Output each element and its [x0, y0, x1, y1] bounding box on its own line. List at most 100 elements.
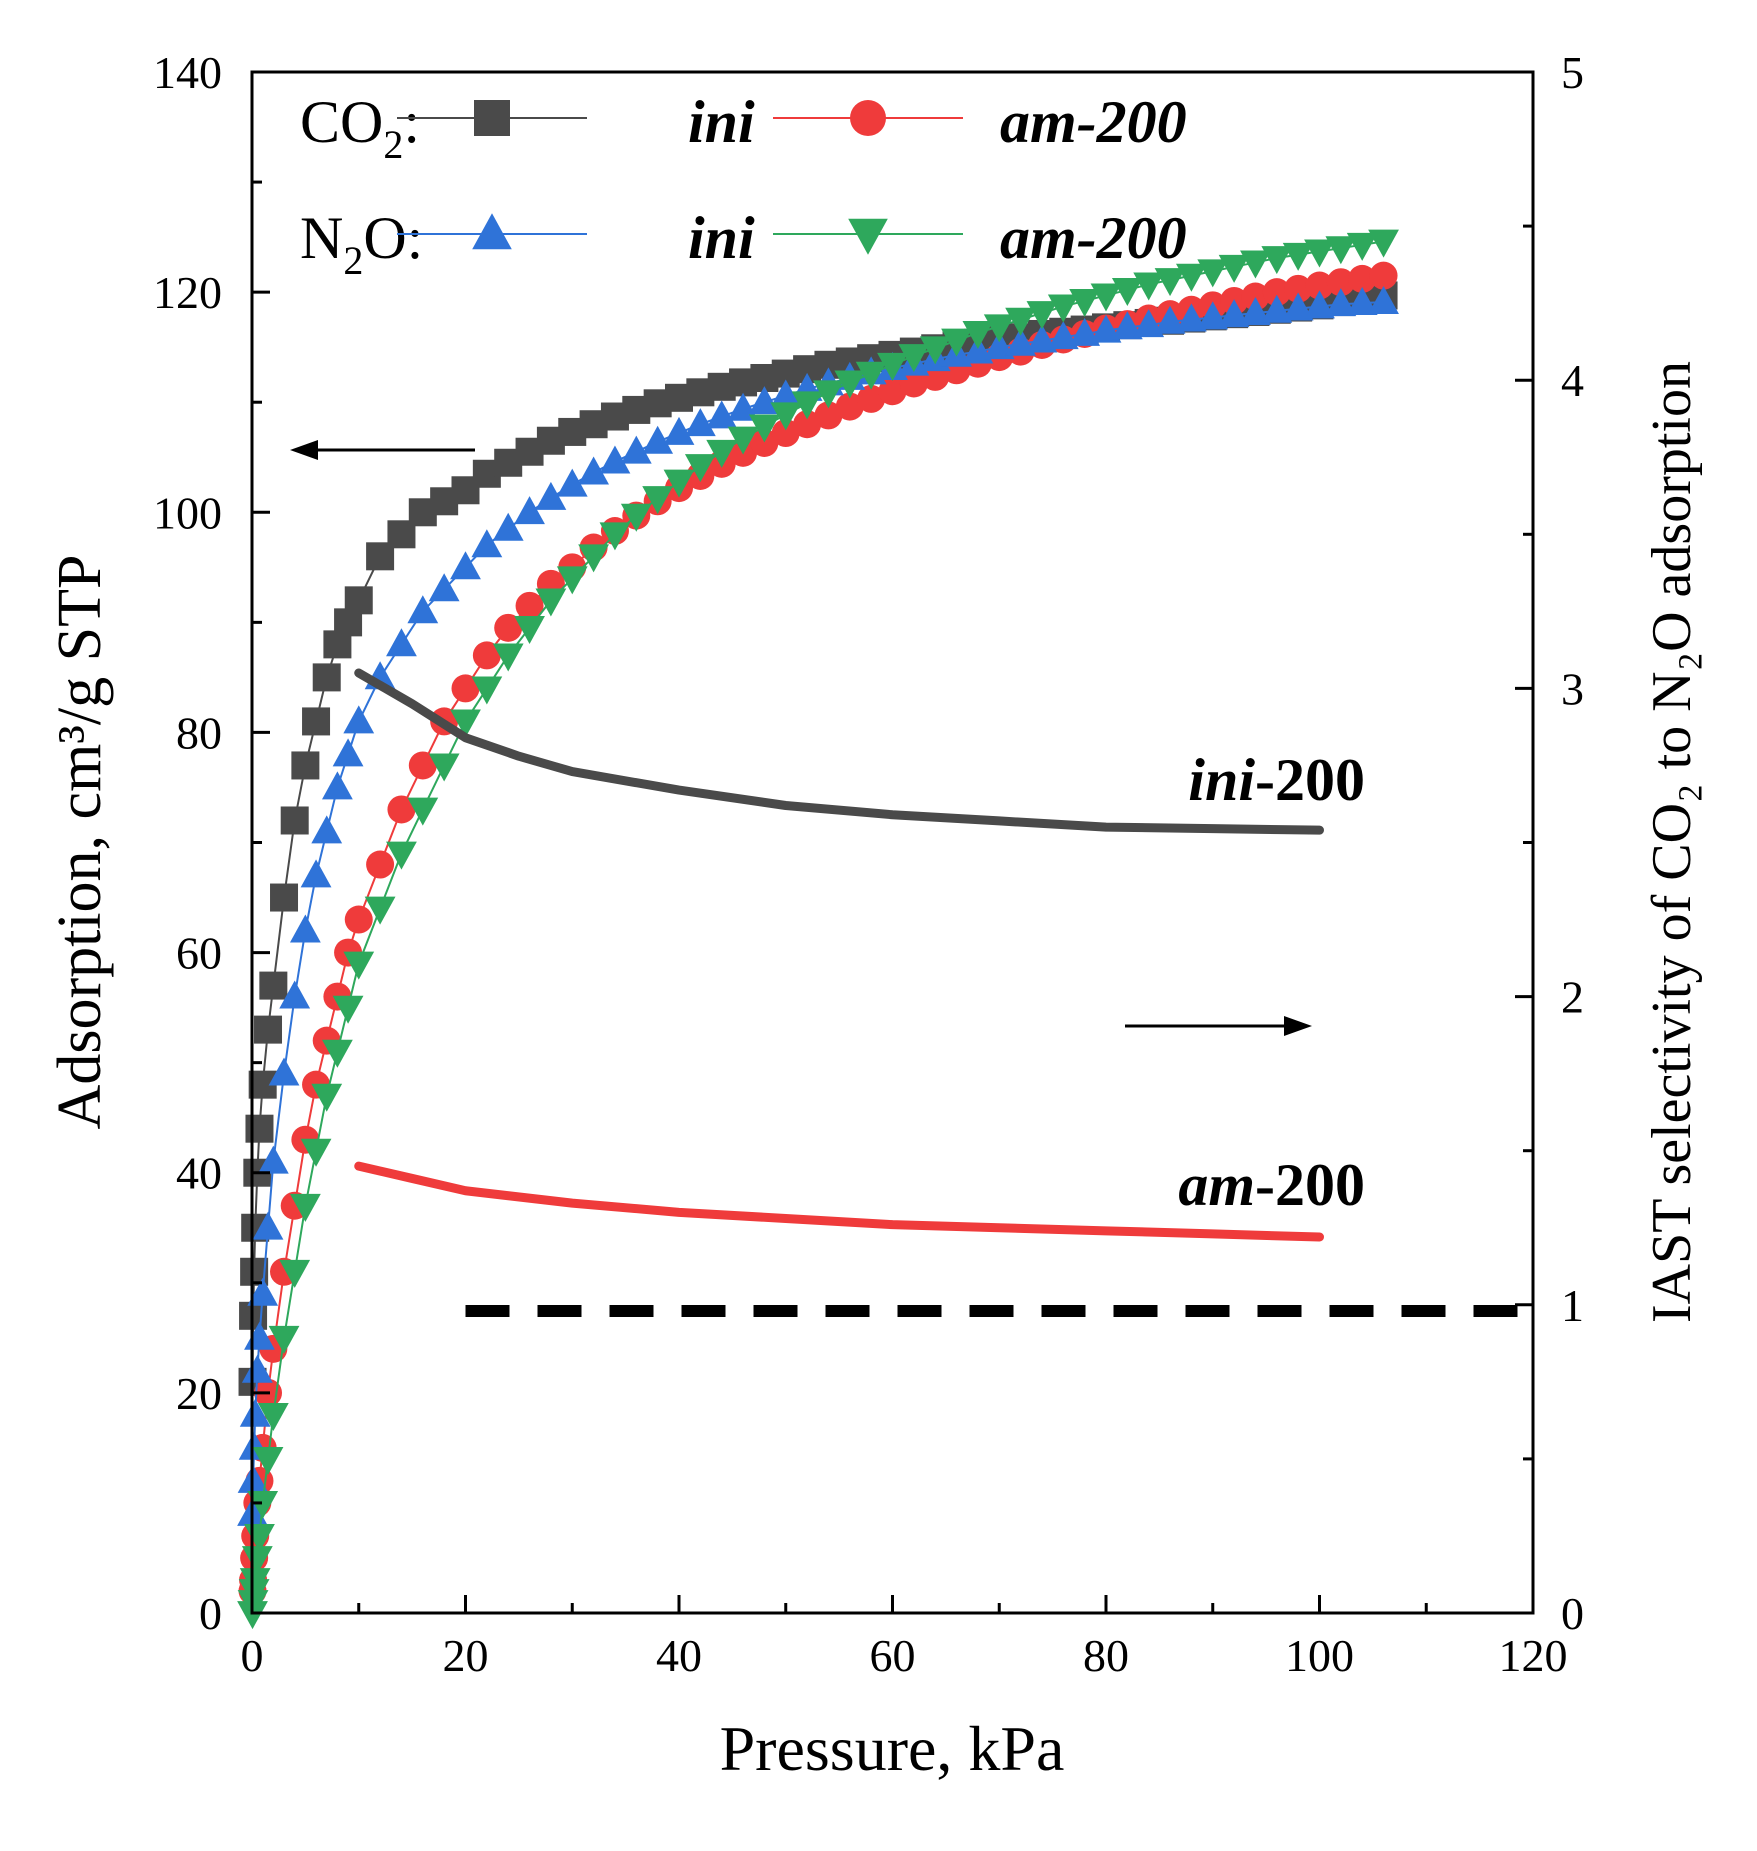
data-point-n2o-am-200: [300, 1138, 332, 1167]
data-point-n2o-am-200: [364, 896, 396, 925]
data-point-co2-am-200: [899, 369, 928, 398]
data-point-n2o-am-200: [268, 1325, 300, 1354]
data-point-n2o-am-200: [684, 454, 716, 483]
data-point-n2o-am-200: [1218, 254, 1250, 283]
data-point-n2o-am-200: [919, 336, 951, 365]
data-point-n2o-ini: [578, 456, 609, 485]
data-point-n2o-am-200: [450, 709, 481, 738]
data-point-co2-ini: [291, 751, 320, 780]
data-point-n2o-ini: [279, 980, 311, 1009]
data-point-n2o-ini: [1005, 327, 1036, 356]
legend-co2-am200-text: am-200: [1000, 89, 1187, 155]
y-left-tick-label: 20: [176, 1368, 222, 1419]
data-point-co2-am-200: [1326, 268, 1355, 297]
y-axis-right-label: IAST selectivity of CO₂ to N₂O adsorptio…: [1641, 361, 1703, 1323]
y-left-tick-label: 0: [199, 1588, 222, 1639]
data-point-n2o-ini: [1133, 309, 1165, 338]
data-point-n2o-am-200: [834, 370, 866, 399]
data-point-n2o-ini: [450, 551, 481, 580]
data-point-n2o-am-200: [1026, 301, 1058, 330]
data-point-n2o-am-200: [1304, 239, 1335, 268]
data-point-co2-ini: [344, 586, 373, 615]
data-point-n2o-am-200: [941, 328, 972, 357]
data-point-n2o-ini: [1111, 311, 1143, 340]
data-point-co2-am-200: [793, 410, 822, 439]
x-tick-label: 60: [870, 1630, 916, 1681]
data-point-n2o-ini: [289, 914, 321, 943]
data-point-co2-am-200: [1369, 261, 1398, 290]
data-point-n2o-am-200: [1261, 246, 1293, 275]
x-tick-label: 40: [656, 1630, 702, 1681]
data-point-n2o-am-200: [239, 1568, 271, 1597]
data-point-n2o-ini: [247, 1277, 279, 1306]
series-n2o-am-200: [237, 229, 1399, 1630]
annotation-ini-200: ini-200: [1188, 747, 1365, 813]
data-point-n2o-am-200: [877, 352, 908, 381]
data-point-n2o-am-200: [247, 1491, 279, 1520]
data-point-n2o-am-200: [599, 522, 631, 551]
data-point-co2-am-200: [857, 384, 886, 413]
data-point-n2o-ini: [322, 771, 353, 800]
y-right-tick-label: 5: [1561, 47, 1584, 98]
data-point-n2o-am-200: [1368, 229, 1399, 258]
data-point-n2o-am-200: [311, 1083, 343, 1112]
data-point-co2-ini: [254, 1015, 283, 1044]
data-point-n2o-am-200: [289, 1193, 321, 1222]
data-point-n2o-ini: [663, 416, 695, 445]
data-point-n2o-ini: [343, 705, 375, 734]
data-point-n2o-am-200: [386, 841, 417, 870]
data-point-n2o-am-200: [279, 1259, 311, 1288]
legend-n2o-label: N2O:: [300, 205, 423, 283]
data-point-n2o-am-200: [492, 643, 524, 672]
data-point-n2o-ini: [1368, 285, 1399, 314]
data-point-co2-am-200: [344, 905, 373, 934]
x-tick-label: 100: [1285, 1630, 1354, 1681]
y-right-tick-label: 1: [1561, 1280, 1584, 1331]
x-tick-label: 120: [1499, 1630, 1568, 1681]
y-left-tick-label: 140: [153, 47, 222, 98]
data-point-n2o-am-200: [663, 469, 695, 498]
data-point-n2o-ini: [1069, 317, 1101, 346]
series-line-am-200: [354, 1161, 1324, 1242]
data-point-n2o-ini: [311, 815, 343, 844]
y-left-tick-label: 120: [153, 267, 222, 318]
data-point-n2o-ini: [556, 468, 588, 497]
data-point-n2o-ini: [1346, 287, 1378, 316]
series-line-ini-200: [354, 668, 1324, 835]
data-point-n2o-am-200: [1047, 294, 1079, 323]
data-point-n2o-ini: [642, 425, 674, 454]
data-point-n2o-ini: [1197, 301, 1229, 330]
data-point-n2o-am-200: [855, 361, 887, 390]
series-line-n2o-ini: [251, 301, 1384, 1514]
data-point-n2o-am-200: [514, 615, 545, 644]
data-point-n2o-ini: [1282, 292, 1314, 321]
data-point-n2o-am-200: [252, 1447, 284, 1475]
legend-marker-co2-am-200: [850, 100, 886, 136]
data-point-co2-am-200: [1241, 282, 1270, 311]
series-co2-am-200: [238, 261, 1398, 1605]
data-point-co2-am-200: [515, 591, 544, 620]
x-axis-label: Pressure, kPa: [720, 1713, 1065, 1784]
data-point-n2o-am-200: [1154, 268, 1186, 297]
data-point-n2o-ini: [300, 859, 332, 888]
data-point-n2o-ini: [514, 496, 545, 525]
data-point-n2o-am-200: [983, 314, 1015, 343]
data-point-n2o-ini: [1304, 290, 1335, 319]
data-point-n2o-am-200: [749, 414, 780, 443]
data-point-n2o-ini: [1047, 321, 1079, 350]
data-point-n2o-am-200: [898, 344, 930, 373]
data-point-n2o-am-200: [813, 380, 844, 409]
data-point-n2o-am-200: [1133, 272, 1165, 301]
data-point-co2-am-200: [750, 428, 779, 457]
data-point-n2o-am-200: [322, 1039, 353, 1068]
data-point-co2-am-200: [835, 392, 864, 421]
data-point-n2o-ini: [1026, 324, 1058, 353]
y-axis-left-label: Adsorption, cm³/g STP: [46, 555, 114, 1130]
series-line-co2-am-200: [251, 274, 1384, 1592]
data-point-n2o-am-200: [770, 402, 802, 431]
data-point-n2o-ini: [620, 435, 652, 464]
legend-marker-co2-ini: [474, 100, 510, 136]
data-point-co2-am-200: [408, 751, 437, 780]
y-left-tick-label: 100: [153, 487, 222, 538]
